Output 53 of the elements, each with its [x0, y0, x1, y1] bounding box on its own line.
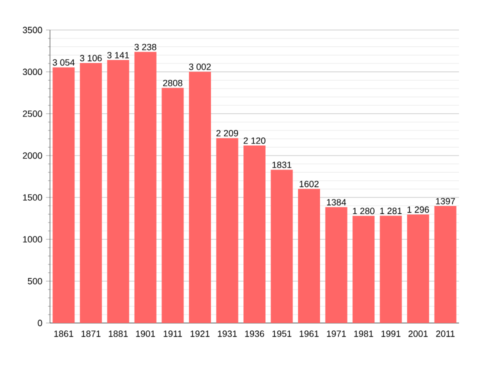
- bar: [188, 72, 211, 323]
- y-tick-label: 1000: [23, 236, 42, 242]
- data-label: 3 238: [134, 44, 156, 50]
- y-tick-label: 2500: [22, 110, 42, 117]
- data-label: 1384: [326, 199, 346, 206]
- x-tick-label: 1901: [136, 330, 155, 337]
- x-tick-label: 1871: [82, 330, 100, 337]
- data-label: 3 002: [189, 64, 211, 70]
- data-label: 1397: [436, 198, 455, 204]
- y-tick-label: 0: [38, 320, 42, 326]
- bar: [162, 88, 184, 323]
- data-label: 1 296: [408, 206, 429, 213]
- x-tick-label: 1991: [382, 330, 400, 337]
- data-label: 2 209: [216, 130, 238, 136]
- y-tick-label: 500: [28, 278, 42, 284]
- y-tick-label: 2000: [22, 152, 42, 159]
- bar: [407, 214, 430, 323]
- x-tick-label: 1936: [245, 330, 264, 337]
- bar: [298, 188, 320, 323]
- bar: [134, 52, 156, 323]
- bar: [52, 67, 75, 323]
- x-tick-label: 1981: [354, 330, 374, 337]
- x-tick-label: 1961: [300, 330, 319, 337]
- x-tick-label: 1971: [326, 330, 346, 337]
- data-label: 1 280: [352, 208, 374, 214]
- bar: [325, 207, 348, 323]
- x-tick-label: 1931: [218, 330, 237, 337]
- x-tick-label: 1911: [164, 330, 182, 337]
- data-label: 2 120: [244, 137, 266, 144]
- data-label: 1602: [300, 180, 319, 188]
- y-tick-label: 3000: [22, 68, 42, 76]
- data-label: 3 141: [107, 52, 129, 58]
- data-label: 3 054: [52, 59, 75, 66]
- x-tick-label: 1951: [272, 330, 292, 337]
- data-label: 1831: [272, 162, 292, 168]
- bar: [380, 216, 402, 323]
- x-tick-label: 1881: [108, 330, 128, 337]
- x-tick-label: 2011: [436, 330, 455, 337]
- y-tick-label: 3500: [22, 26, 42, 34]
- x-tick-label: 1921: [190, 330, 210, 337]
- bar: [107, 60, 130, 323]
- bar: [216, 138, 238, 323]
- bar: [352, 216, 375, 323]
- bar: [80, 62, 102, 323]
- data-label: 2808: [163, 80, 182, 86]
- bar: [270, 170, 293, 323]
- x-tick-label: 1861: [54, 330, 74, 337]
- bar: [434, 206, 456, 323]
- x-tick-label: 2001: [408, 330, 428, 337]
- y-tick-label: 1500: [23, 194, 42, 201]
- bar: [244, 146, 266, 323]
- data-label: 3 106: [80, 54, 102, 62]
- data-label: 1 281: [380, 208, 402, 214]
